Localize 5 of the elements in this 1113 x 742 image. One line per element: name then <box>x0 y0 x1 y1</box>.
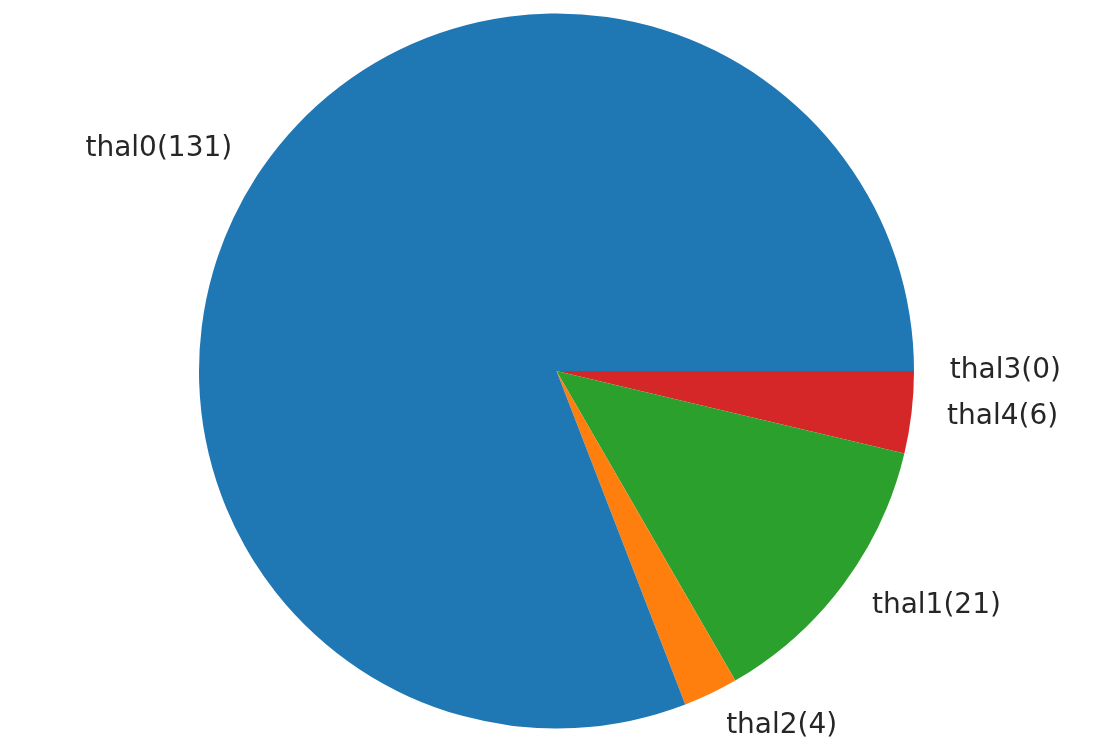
slice-label: thal2(4) <box>726 707 838 741</box>
slice-label: thal1(21) <box>871 587 1001 621</box>
slice-label: thal0(131) <box>85 129 233 163</box>
slice-label: thal4(6) <box>947 397 1059 431</box>
category-label: thal3(0) <box>949 352 1061 386</box>
